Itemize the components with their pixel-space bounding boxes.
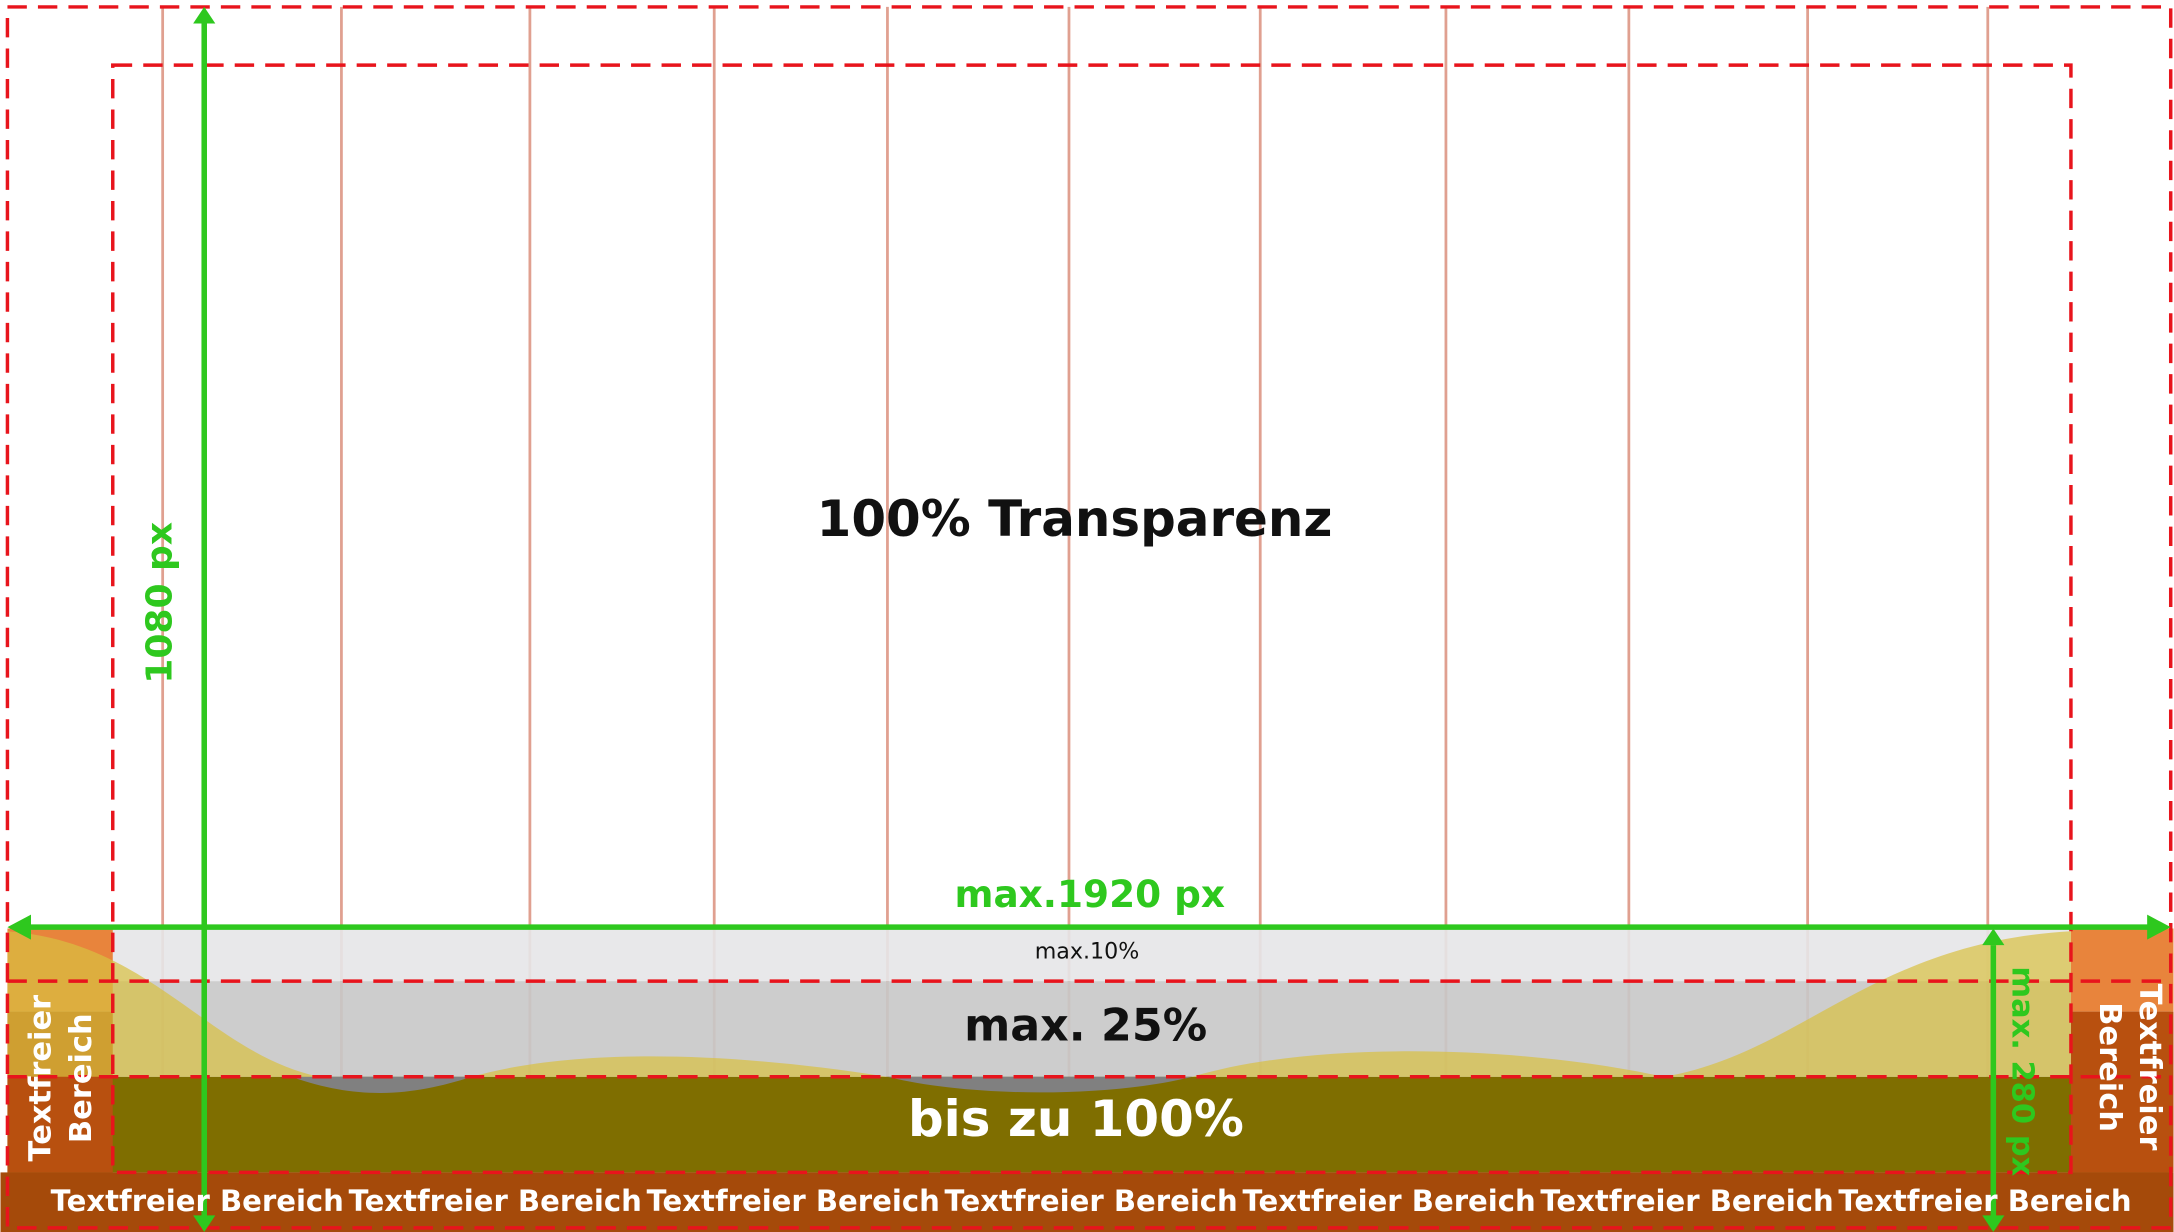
side-label: Bereich bbox=[2092, 1002, 2127, 1132]
bottom-label: Textfreier Bereich bbox=[51, 1184, 344, 1218]
title: 100% Transparenz bbox=[817, 490, 1333, 548]
side-label: Textfreier bbox=[2132, 984, 2167, 1151]
bands bbox=[0, 928, 2174, 1232]
outer-frame bbox=[5, 5, 2173, 1230]
bottom-label: Textfreier Bereich bbox=[647, 1184, 940, 1218]
height-label: 1080 px bbox=[139, 522, 180, 684]
zone-bottom-label: bis zu 100% bbox=[908, 1090, 1244, 1148]
zone-top-label: max.10% bbox=[1035, 939, 1140, 965]
dimension-arrows bbox=[7, 6, 2171, 1232]
width-label: max.1920 px bbox=[954, 872, 1225, 916]
bottom-labels: Textfreier Bereich Textfreier Bereich Text… bbox=[51, 1184, 2132, 1218]
bottom-label: Textfreier Bereich bbox=[1242, 1184, 1535, 1218]
bottom-label: Textfreier Bereich bbox=[945, 1184, 1238, 1218]
zone-middle-label: max. 25% bbox=[964, 1000, 1207, 1051]
side-label: Textfreier bbox=[24, 995, 59, 1162]
bottom-label: Textfreier Bereich bbox=[349, 1184, 642, 1218]
bottom-label: Textfreier Bereich bbox=[1838, 1184, 2131, 1218]
bottom-height-label: max. 280 px bbox=[2005, 966, 2040, 1176]
side-label: Bereich bbox=[64, 1013, 99, 1143]
bottom-label: Textfreier Bereich bbox=[1540, 1184, 1833, 1218]
safe-area bbox=[111, 63, 2073, 1175]
